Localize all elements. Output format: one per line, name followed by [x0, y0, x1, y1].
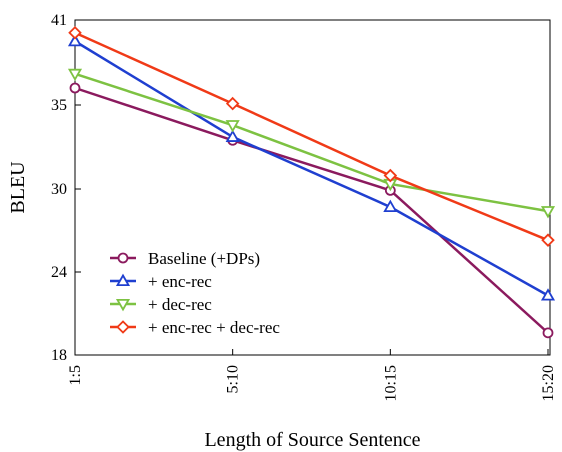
- series-3: [68, 25, 555, 247]
- legend-label: Baseline (+DPs): [148, 249, 260, 268]
- legend-label: + enc-rec: [148, 272, 212, 291]
- legend: Baseline (+DPs) + enc-rec + dec-rec + enc-r…: [110, 249, 280, 337]
- x-tick-label: 5:10: [225, 365, 242, 393]
- legend-marker: [115, 298, 131, 312]
- data-point: [225, 129, 240, 142]
- data-point: [383, 199, 398, 213]
- legend-item: + enc-rec + dec-rec: [110, 318, 280, 337]
- series-1: [67, 33, 556, 301]
- data-point: [67, 68, 83, 82]
- series-line: [74, 86, 549, 334]
- data-point: [540, 206, 556, 219]
- data-point: [69, 82, 81, 94]
- x-tick-label: 10:15: [382, 365, 399, 401]
- y-tick-label: 35: [51, 97, 67, 114]
- y-tick-label: 18: [51, 347, 67, 364]
- legend-marker: [115, 273, 131, 287]
- data-point: [383, 168, 398, 183]
- y-tick-label: 30: [51, 181, 67, 198]
- y-tick-label: 41: [51, 12, 67, 29]
- legend-marker: [117, 252, 129, 264]
- data-point: [225, 96, 240, 111]
- legend-item: + dec-rec: [110, 295, 212, 314]
- legend-label: + enc-rec + dec-rec: [148, 318, 280, 337]
- data-point: [541, 233, 555, 247]
- series-0: [69, 82, 554, 339]
- series-line: [74, 72, 549, 213]
- data-point: [67, 33, 83, 47]
- legend-item: Baseline (+DPs): [110, 249, 260, 268]
- tick-labels: 18 24 30 35 41 1:5 5:10 10:15 15:20: [51, 12, 557, 401]
- legend-marker: [116, 320, 130, 334]
- series-line: [74, 31, 549, 242]
- x-tick-label: 15:20: [540, 365, 557, 401]
- y-tick-label: 24: [51, 264, 67, 281]
- legend-item: + enc-rec: [110, 272, 212, 291]
- y-axis-label: BLEU: [7, 161, 29, 214]
- data-point: [540, 288, 556, 301]
- legend-label: + dec-rec: [148, 295, 212, 314]
- data-point: [68, 25, 82, 40]
- series-2: [67, 68, 556, 219]
- axes: [74, 19, 551, 356]
- data-point: [225, 120, 240, 133]
- x-axis-label: Length of Source Sentence: [204, 429, 420, 451]
- series-line: [74, 40, 549, 297]
- x-tick-label: 1:5: [67, 365, 84, 385]
- plot-frame: [74, 19, 551, 356]
- data-point: [542, 327, 554, 339]
- series-lines: [67, 25, 556, 339]
